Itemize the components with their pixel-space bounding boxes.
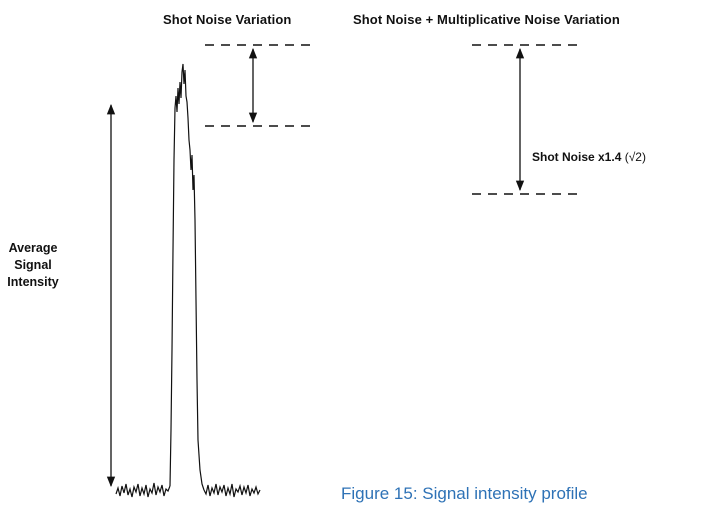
signal-peak-profile [169, 63, 205, 491]
sqrt-two-text: (√2) [624, 150, 646, 164]
average-signal-intensity-label: Average Signal Intensity [2, 240, 64, 291]
shot-noise-variation-label: Shot Noise Variation [163, 12, 292, 27]
combined-noise-variation-label: Shot Noise + Multiplicative Noise Variat… [353, 12, 620, 27]
shot-noise-x14-text: Shot Noise x1.4 [532, 150, 622, 164]
baseline-noise-right [203, 483, 261, 498]
figure-caption: Figure 15: Signal intensity profile [341, 484, 588, 503]
shot-noise-x14-label: Shot Noise x1.4 (√2) [532, 150, 646, 164]
avg-signal-line-3: Intensity [7, 275, 59, 289]
avg-signal-line-2: Signal [14, 258, 52, 272]
baseline-noise-left [115, 482, 171, 498]
avg-signal-line-1: Average [8, 241, 58, 255]
